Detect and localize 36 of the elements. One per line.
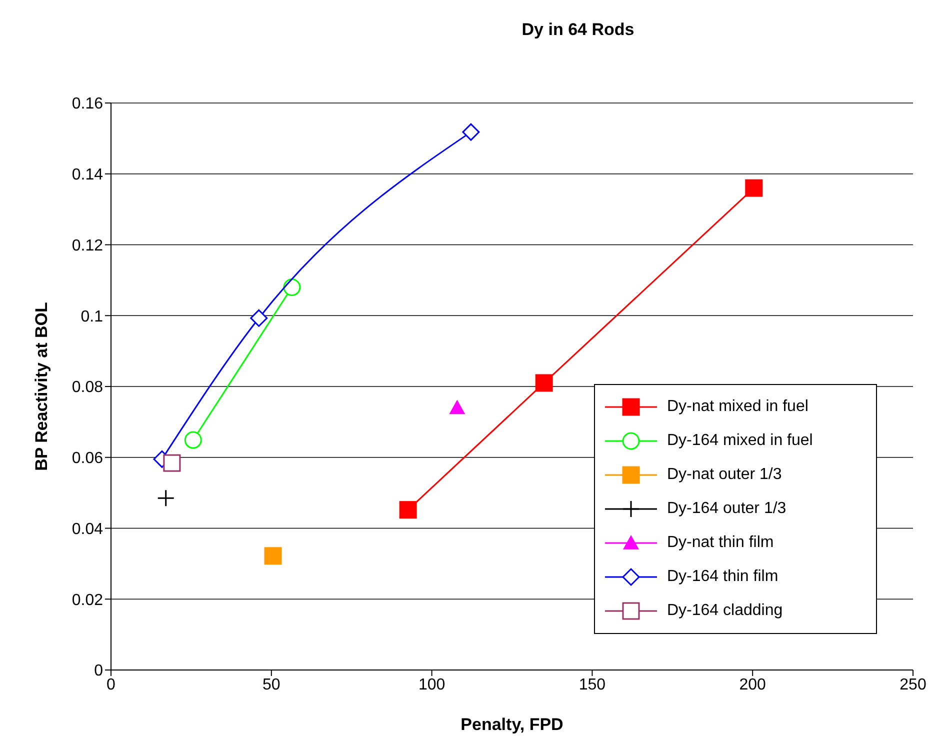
point xyxy=(399,501,417,519)
point xyxy=(449,400,466,414)
legend-label: Dy-164 cladding xyxy=(667,602,783,620)
point xyxy=(535,374,553,392)
y-tick-label: 0.1 xyxy=(80,308,104,326)
y-tick-label: 0.12 xyxy=(72,237,104,254)
x-tick-label: 150 xyxy=(578,676,606,694)
legend-label: Dy-nat mixed in fuel xyxy=(667,398,808,416)
point xyxy=(163,454,181,472)
point xyxy=(745,179,763,197)
x-tick-label: 250 xyxy=(900,676,926,694)
legend-label: Dy-nat thin film xyxy=(667,534,774,552)
y-tick-label: 0.16 xyxy=(72,96,104,113)
x-tick-label: 200 xyxy=(739,676,766,694)
y-axis-title: BP Reactivity at BOL xyxy=(32,302,52,471)
chart-title: Dy in 64 Rods xyxy=(520,20,636,40)
y-tick-label: 0.02 xyxy=(72,592,104,609)
x-tick-label: 100 xyxy=(418,676,446,694)
legend-label: Dy-164 outer 1/3 xyxy=(667,500,786,518)
x-axis-title: Penalty, FPD xyxy=(460,715,564,734)
point xyxy=(184,431,202,449)
point xyxy=(250,309,268,327)
point xyxy=(264,547,282,565)
point xyxy=(462,123,480,141)
legend-label: Dy-nat outer 1/3 xyxy=(667,466,782,484)
y-tick-label: 0.06 xyxy=(72,450,104,468)
y-tick-label: 0.14 xyxy=(72,166,104,184)
y-tick-label: 0 xyxy=(94,662,104,680)
y-tick-label: 0.04 xyxy=(72,520,104,538)
x-tick-label: 0 xyxy=(106,676,116,694)
legend-label: Dy-164 mixed in fuel xyxy=(667,432,813,450)
y-tick-label: 0.08 xyxy=(72,379,104,396)
legend-label: Dy-164 thin film xyxy=(667,568,778,586)
point xyxy=(157,489,175,507)
point xyxy=(283,278,301,296)
x-tick-label: 50 xyxy=(262,676,280,694)
